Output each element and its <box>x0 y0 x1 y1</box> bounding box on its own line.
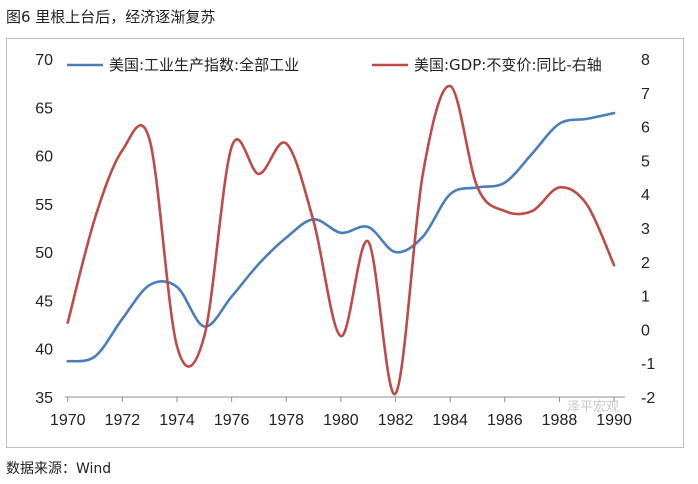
y-left-tick-label: 50 <box>35 245 53 262</box>
source-note: 数据来源：Wind <box>6 461 112 477</box>
y-left-tick-label: 65 <box>35 100 53 117</box>
y-right-tick-label: 0 <box>641 322 650 339</box>
y-left-tick-label: 45 <box>35 293 53 310</box>
x-tick-label: 1972 <box>105 412 141 429</box>
y-right-tick-label: 4 <box>641 187 650 204</box>
y-right-tick-label: 5 <box>641 153 650 170</box>
y-left-tick-label: 55 <box>35 197 53 214</box>
y-left-tick-label: 60 <box>35 149 53 166</box>
y-left-tick-label: 40 <box>35 342 53 359</box>
x-tick-label: 1982 <box>378 412 414 429</box>
y-left-tick-label: 35 <box>35 390 53 407</box>
legend-label: 美国:工业生产指数:全部工业 <box>109 56 299 74</box>
x-tick-label: 1990 <box>596 412 632 429</box>
x-tick-label: 1970 <box>50 412 86 429</box>
chart-legend: 美国:工业生产指数:全部工业 美国:GDP:不变价:同比-右轴 <box>67 56 602 74</box>
figure-title: 图6 里根上台后，经济逐渐复苏 <box>6 8 216 26</box>
x-tick-label: 1978 <box>268 412 304 429</box>
y-right-tick-label: 7 <box>641 86 650 103</box>
x-tick-label: 1986 <box>487 412 523 429</box>
y-right-tick-label: 6 <box>641 120 650 137</box>
series-line-industrial-production <box>66 111 616 363</box>
y-right-tick-label: 2 <box>641 255 650 272</box>
y-right-tick-label: 8 <box>641 52 650 69</box>
watermark-text: 泽平宏观 <box>567 400 619 415</box>
series-layer <box>66 84 616 395</box>
y-right-tick-label: -1 <box>641 356 655 373</box>
y-right-tick-label: 1 <box>641 289 650 306</box>
series-line-gdp-yoy <box>66 84 616 395</box>
x-tick-label: 1980 <box>323 412 359 429</box>
x-tick-label: 1974 <box>159 412 195 429</box>
x-tick-label: 1984 <box>432 412 468 429</box>
x-tick-label: 1988 <box>542 412 578 429</box>
legend-label: 美国:GDP:不变价:同比-右轴 <box>414 56 602 74</box>
y-right-tick-label: 3 <box>641 221 650 238</box>
x-tick-label: 1976 <box>214 412 250 429</box>
chart-frame: 35 40 45 50 55 60 65 70 -2 -1 0 1 2 3 4 5 6 7 8 1970 1972 197… <box>6 38 684 448</box>
y-left-tick-label: 70 <box>35 52 53 69</box>
y-right-tick-label: -2 <box>641 390 655 407</box>
